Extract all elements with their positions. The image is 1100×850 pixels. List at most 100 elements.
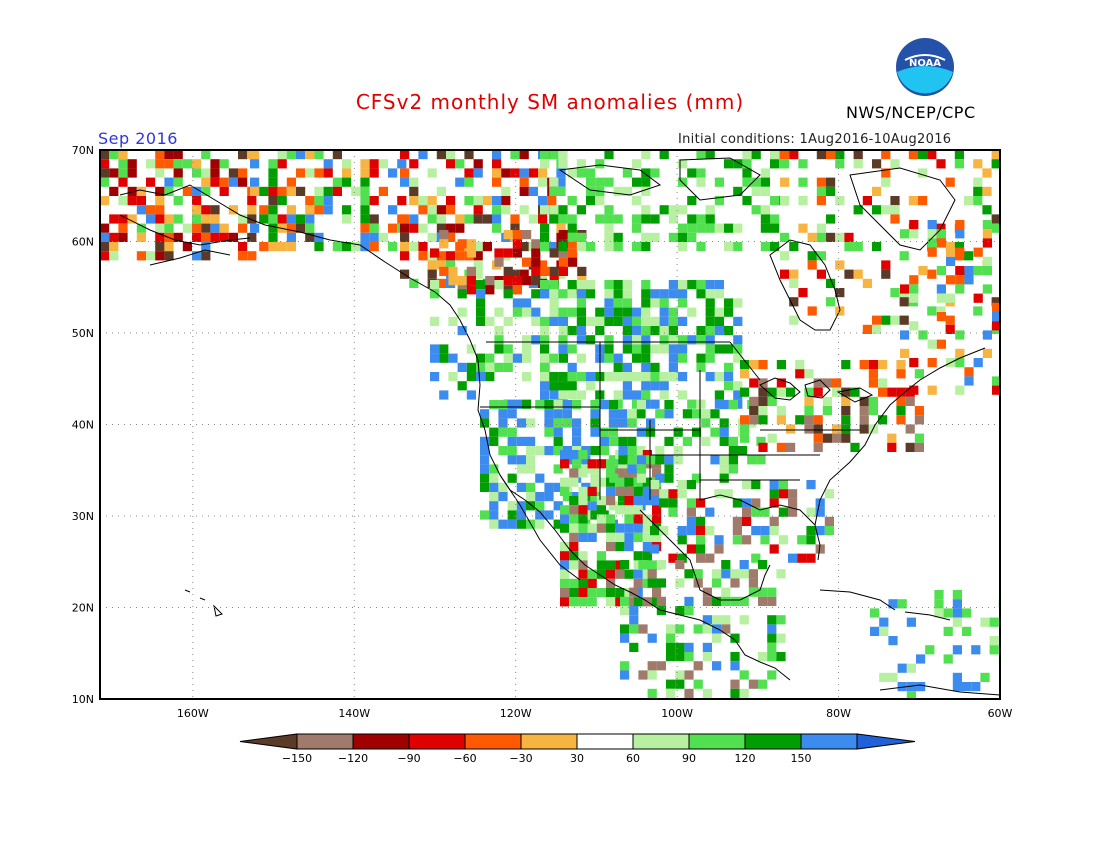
anomaly-cell [507, 501, 517, 511]
anomaly-cell [618, 446, 628, 456]
anomaly-cell [436, 278, 446, 288]
anomaly-cell [758, 587, 768, 597]
anomaly-cell [798, 223, 808, 233]
anomaly-cell [776, 569, 786, 579]
anomaly-cell [909, 293, 919, 303]
anomaly-cell [342, 205, 352, 215]
anomaly-cell [590, 400, 600, 410]
anomaly-cell [549, 205, 559, 215]
anomaly-cell [369, 196, 379, 206]
anomaly-cell [918, 330, 928, 340]
anomaly-cell [712, 624, 722, 634]
anomaly-cell [642, 542, 652, 552]
anomaly-cell [615, 468, 625, 478]
anomaly-cell [714, 535, 724, 545]
anomaly-cell [705, 214, 715, 224]
anomaly-cell [498, 418, 508, 428]
anomaly-cell [618, 418, 628, 428]
anomaly-cell [714, 289, 724, 299]
valid-month-label: Sep 2016 [98, 129, 178, 148]
anomaly-cell [439, 266, 449, 276]
anomaly-cell [797, 553, 807, 563]
anomaly-cell [804, 415, 814, 425]
anomaly-cell [780, 251, 790, 261]
anomaly-cell [751, 553, 761, 563]
anomaly-cell [927, 247, 937, 257]
anomaly-cell [567, 362, 577, 372]
anomaly-cell [526, 455, 536, 465]
anomaly-cell [992, 385, 1000, 395]
anomaly-cell [666, 679, 676, 689]
anomaly-cell [632, 307, 642, 317]
anomaly-cell [569, 532, 579, 542]
anomaly-cell [659, 390, 669, 400]
anomaly-cell [485, 372, 495, 382]
anomaly-cell [826, 297, 836, 307]
anomaly-cell [909, 385, 919, 395]
anomaly-cell [714, 326, 724, 336]
anomaly-cell [934, 599, 944, 609]
anomaly-cell [776, 415, 786, 425]
anomaly-cell [702, 596, 712, 606]
anomaly-cell [647, 670, 657, 680]
anomaly-cell [900, 284, 910, 294]
anomaly-cell [696, 399, 706, 409]
anomaly-cell [466, 362, 476, 372]
anomaly-cell [964, 376, 974, 386]
anomaly-cell [758, 415, 768, 425]
anomaly-cell [604, 242, 614, 252]
anomaly-cell [641, 168, 651, 178]
anomaly-cell [277, 214, 287, 224]
anomaly-cell [446, 260, 456, 270]
anomaly-cell [758, 360, 768, 370]
anomaly-cell [201, 177, 211, 187]
anomaly-cell [305, 223, 315, 233]
anomaly-cell [693, 624, 703, 634]
anomaly-cell [778, 489, 788, 499]
anomaly-cell [296, 214, 306, 224]
anomaly-cell [624, 532, 634, 542]
anomaly-cell [553, 409, 563, 419]
anomaly-cell [804, 406, 814, 416]
anomaly-cell [553, 400, 563, 410]
anomaly-cell [789, 315, 799, 325]
anomaly-cell [409, 196, 419, 206]
anomaly-cell [646, 418, 656, 428]
anomaly-cell [813, 433, 823, 443]
anomaly-cell [558, 289, 568, 299]
anomaly-cell [788, 498, 798, 508]
anomaly-cell [599, 400, 609, 410]
anomaly-cell [686, 516, 696, 526]
anomaly-cell [806, 507, 816, 517]
anomaly-cell [945, 315, 955, 325]
anomaly-cell [868, 378, 878, 388]
anomaly-cell [780, 150, 790, 160]
anomaly-cell [668, 280, 678, 290]
anomaly-cell [503, 289, 513, 299]
anomaly-cell [586, 242, 596, 252]
anomaly-cell [549, 289, 559, 299]
anomaly-cell [927, 238, 937, 248]
anomaly-cell [560, 560, 570, 570]
anomaly-cell [859, 360, 869, 370]
anomaly-cell [696, 498, 706, 508]
anomaly-cell [973, 266, 983, 276]
anomaly-cell [927, 150, 937, 160]
anomaly-cell [476, 362, 486, 372]
anomaly-cell [641, 316, 651, 326]
anomaly-cell [780, 196, 790, 206]
anomaly-cell [733, 381, 743, 391]
anomaly-cell [687, 214, 697, 224]
anomaly-cell [989, 617, 999, 627]
anomaly-cell [127, 214, 137, 224]
anomaly-cell [914, 406, 924, 416]
anomaly-cell [250, 223, 260, 233]
anomaly-cell [627, 436, 637, 446]
anomaly-cell [268, 205, 278, 215]
anomaly-cell [693, 679, 703, 689]
anomaly-cell [678, 280, 688, 290]
anomaly-cell [728, 464, 738, 474]
anomaly-cell [210, 223, 220, 233]
anomaly-cell [934, 608, 944, 618]
anomaly-cell [767, 596, 777, 606]
